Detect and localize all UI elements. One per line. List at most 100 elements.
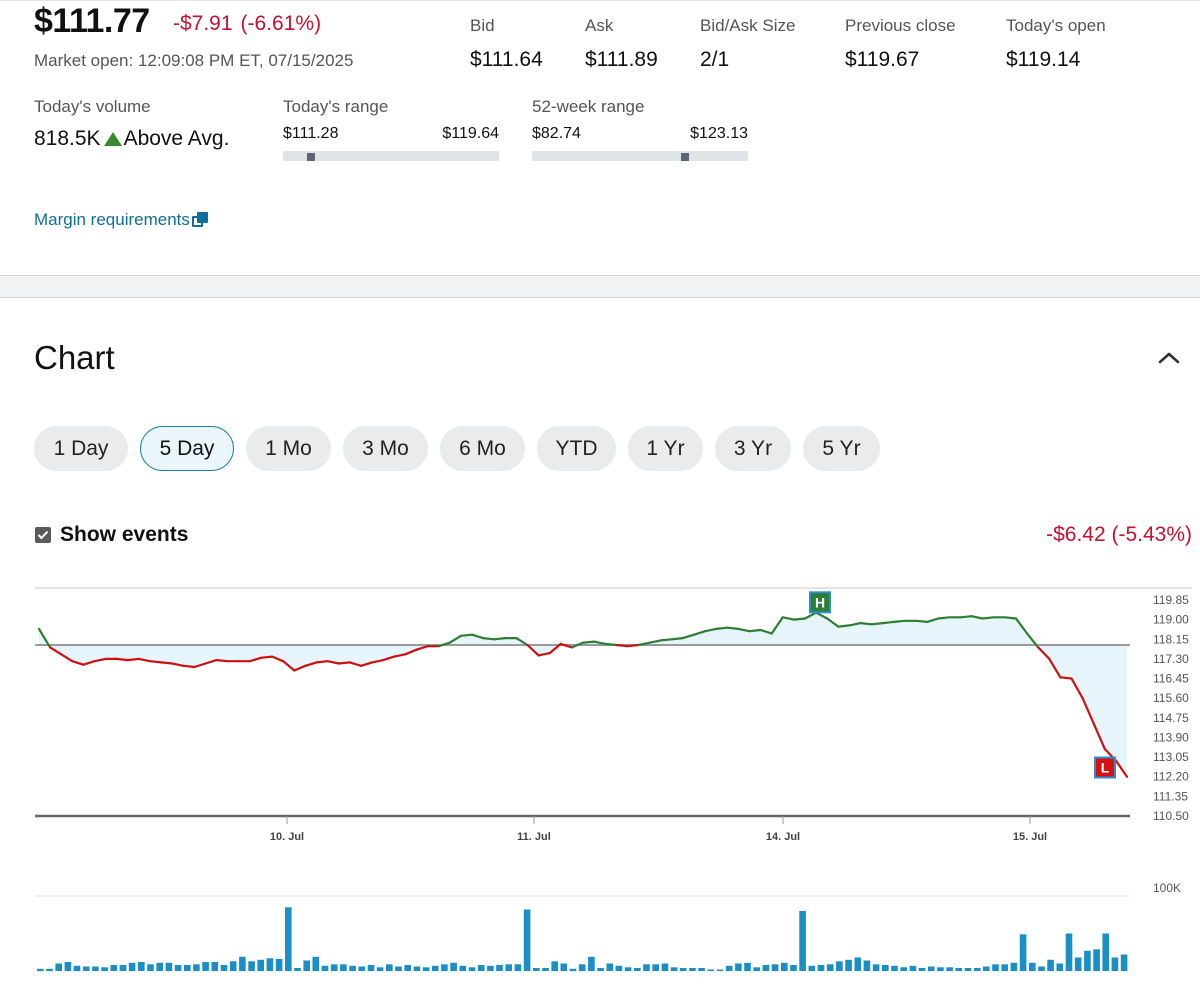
range-marker	[307, 153, 315, 161]
price-line-segment	[637, 641, 651, 647]
price-line-segment	[82, 660, 96, 666]
range-low: $82.74	[532, 125, 581, 142]
price-line-segment	[382, 655, 396, 662]
stat-label: Bid	[470, 16, 495, 35]
event-marker-label: L	[1101, 759, 1110, 775]
volume-bar	[468, 967, 476, 972]
price-line-segment	[592, 640, 607, 646]
x-tick-label: 14. Jul	[766, 831, 800, 843]
price-line-segment	[493, 636, 507, 641]
margin-requirements-label: Margin requirements	[34, 210, 190, 229]
range-track	[283, 151, 499, 161]
volume-bar	[863, 960, 871, 971]
margin-requirements-link[interactable]: Margin requirements	[34, 210, 208, 230]
volume-bar	[707, 969, 715, 971]
range-button-5-yr[interactable]: 5 Yr	[803, 426, 880, 471]
price-line-segment	[715, 626, 729, 631]
volume-bar	[569, 968, 577, 972]
volume-bar	[615, 965, 623, 972]
y-tick-label: 113.90	[1153, 731, 1189, 745]
volume-bar	[119, 965, 127, 971]
x-tick-label: 10. Jul	[270, 831, 304, 843]
volume-bar	[202, 962, 209, 971]
triangle-up-icon	[103, 132, 122, 146]
price-change: -$7.91 (-6.61%)	[173, 12, 329, 36]
price-line-segment	[348, 661, 363, 667]
range-button-6-mo[interactable]: 6 Mo	[440, 426, 525, 471]
y-tick-label: 119.85	[1153, 593, 1189, 607]
volume-bar	[560, 963, 568, 971]
stat-value: $111.64	[470, 48, 543, 71]
volume-bar	[514, 964, 522, 972]
volume-bar	[606, 963, 614, 971]
volume-bar	[404, 965, 411, 971]
volume-bar	[1038, 966, 1045, 971]
price-line-segment	[659, 638, 673, 642]
last-price: $111.77	[34, 2, 150, 40]
stat-label: Bid/Ask Size	[700, 16, 796, 35]
stat-previous-close: Previous close $119.67	[845, 16, 956, 72]
price-line-segment	[870, 621, 884, 626]
range-high: $119.64	[442, 125, 499, 142]
price-line-segment	[914, 619, 929, 624]
volume-bar	[505, 964, 512, 972]
volume-bar	[799, 911, 806, 971]
volume-bar	[1074, 957, 1082, 971]
range-button-5-day[interactable]: 5 Day	[140, 426, 234, 471]
range-button-1-day[interactable]: 1 Day	[34, 426, 128, 471]
price-change-amount: -$7.91	[173, 12, 233, 35]
volume-bar	[147, 964, 154, 972]
price-line-segment	[581, 640, 596, 644]
chart-range-selector: 1 Day 5 Day 1 Mo 3 Mo 6 Mo YTD 1 Yr 3 Yr…	[34, 426, 880, 471]
volume-bar	[386, 964, 393, 972]
price-change-percent: (-6.61%)	[240, 12, 322, 35]
volume-bar	[275, 959, 283, 971]
volume-bar	[523, 909, 531, 971]
volume-bar	[808, 965, 816, 972]
range-button-ytd[interactable]: YTD	[537, 426, 616, 471]
price-line-segment	[171, 662, 185, 667]
volume-bar	[376, 967, 384, 972]
volume-bar	[578, 964, 586, 972]
price-line-segment	[1081, 697, 1095, 725]
stat-value: $119.14	[1006, 48, 1081, 71]
volume-bar	[946, 967, 953, 972]
volume-bar	[266, 958, 274, 972]
price-line-segment	[337, 661, 351, 665]
volume-bar	[239, 956, 246, 972]
y-tick-label: 116.45	[1153, 672, 1189, 686]
todays-range: Today's range $111.28 $119.64	[283, 97, 499, 161]
price-line-segment	[459, 633, 474, 637]
price-line-segment	[60, 653, 74, 663]
volume-bar	[652, 964, 659, 972]
volume-bar	[918, 968, 926, 971]
collapse-chart-button[interactable]	[1156, 348, 1182, 368]
range-button-3-mo[interactable]: 3 Mo	[343, 426, 428, 471]
volume-bar	[698, 968, 705, 971]
range-button-1-mo[interactable]: 1 Mo	[246, 426, 331, 471]
range-button-3-yr[interactable]: 3 Yr	[715, 426, 791, 471]
y-tick-label: 111.35	[1153, 789, 1188, 803]
volume-bar	[679, 968, 687, 971]
volume-bar	[689, 968, 696, 971]
volume-bar	[128, 962, 136, 972]
volume-bar	[964, 968, 972, 971]
volume-bar	[1001, 964, 1008, 972]
price-line-segment	[1048, 657, 1062, 679]
event-marker-box	[1094, 756, 1116, 779]
volume-bar	[55, 963, 62, 971]
range-ends: $82.74 $123.13	[532, 125, 748, 143]
volume-bar	[845, 959, 852, 972]
market-status: Market open: 12:09:08 PM ET, 07/15/2025	[34, 51, 354, 70]
range-low: $111.28	[283, 125, 339, 142]
show-events-checkbox[interactable]: Show events	[35, 523, 188, 547]
price-chart[interactable]: 119.85 119.00 118.15 117.30 116.45 115.60 114.…	[0, 580, 1200, 980]
price-line-segment	[670, 636, 685, 641]
price-line-segment	[48, 646, 63, 656]
price-line-segment	[37, 627, 52, 649]
range-button-1-yr[interactable]: 1 Yr	[628, 426, 703, 471]
volume-bar	[459, 965, 467, 972]
volume-axis-label: 100K	[1153, 881, 1181, 895]
price-line-segment	[182, 664, 196, 669]
volume-bar	[92, 966, 99, 971]
